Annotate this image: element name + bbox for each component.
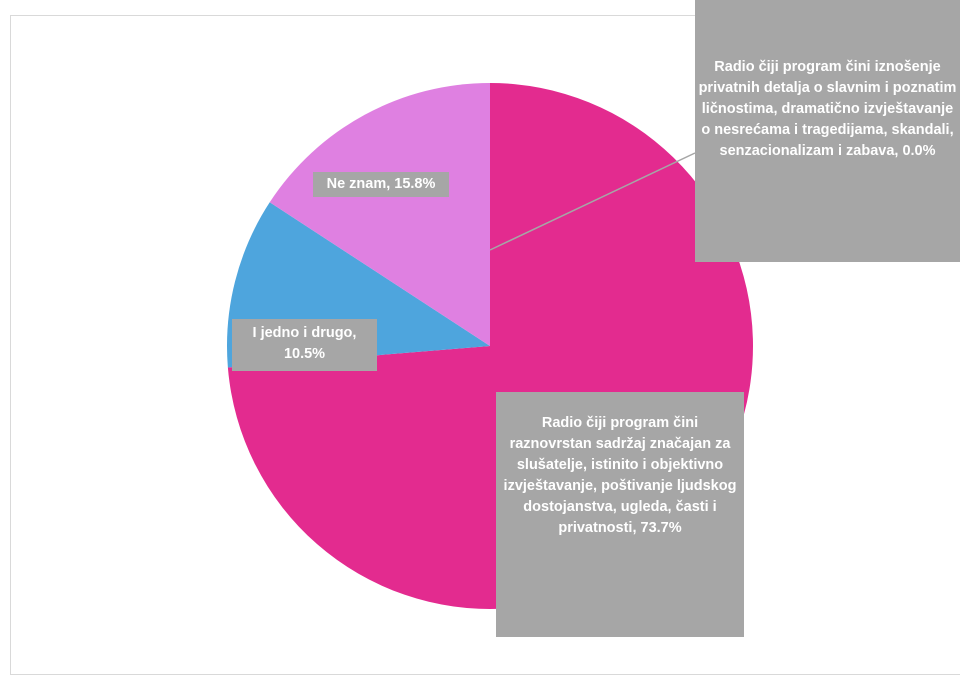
data-label-radio-senzacionalizam: Radio čiji program čini iznošenje privat… <box>695 0 960 262</box>
pie-slice-2 <box>269 83 490 346</box>
leader-line <box>489 152 696 251</box>
data-label-radio-raznovrstan: Radio čiji program čini raznovrstan sadr… <box>496 392 744 637</box>
data-label-ne-znam: Ne znam, 15.8% <box>313 172 449 197</box>
data-label-jedno-i-drugo: I jedno i drugo, 10.5% <box>232 319 377 371</box>
